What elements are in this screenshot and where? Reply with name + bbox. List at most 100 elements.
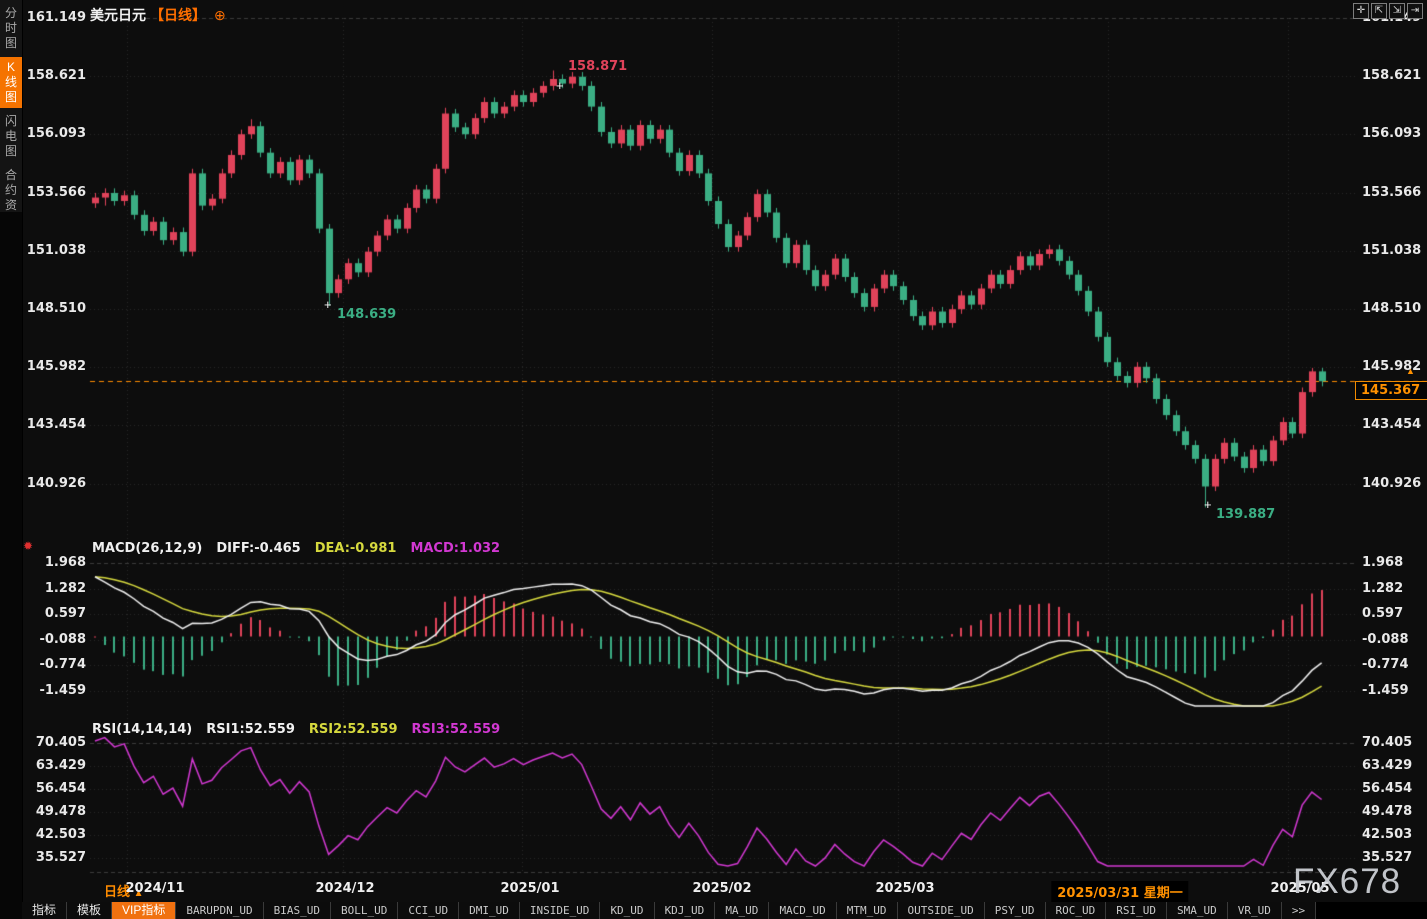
rsi1-value: RSI1:52.559 bbox=[206, 722, 295, 737]
swing-low-cross-marker: + bbox=[324, 297, 332, 312]
axis-tick-label: -0.088 bbox=[39, 631, 86, 647]
period-selector[interactable]: 日线 ▲ bbox=[104, 884, 144, 899]
swing-low-annotation: 148.639 bbox=[337, 307, 397, 322]
axis-tick-label: 56.454 bbox=[35, 780, 86, 796]
axis-tick-label: 148.510 bbox=[26, 300, 86, 316]
axis-tick-label: 70.405 bbox=[35, 735, 86, 750]
tab-RSI_UD[interactable]: RSI_UD bbox=[1106, 902, 1168, 919]
axis-tick-label: 49.478 bbox=[1362, 804, 1413, 819]
axis-tick-label: 151.038 bbox=[26, 242, 86, 258]
highlighted-date-label: 2025/03/31 星期一 bbox=[1051, 881, 1189, 902]
indicator-tab-bar: 指标 模板 VIP指标 BARUPDN_UD BIAS_UD BOLL_UD CCI_UD D… bbox=[22, 902, 1427, 919]
axis-tick-label: 143.454 bbox=[1362, 417, 1422, 433]
rsi-title: RSI(14,14,14) bbox=[92, 722, 193, 737]
time-label: 2025/03 bbox=[875, 881, 935, 896]
macd-dea-value: DEA:-0.981 bbox=[314, 541, 397, 556]
axis-tick-label: 1.282 bbox=[1362, 580, 1404, 596]
sidebar-item-time-share-chart[interactable]: 分时图 bbox=[0, 3, 22, 54]
rsi3-value: RSI3:52.559 bbox=[411, 722, 501, 737]
tab->>[interactable]: >> bbox=[1281, 902, 1317, 919]
period-badge: 【日线】 bbox=[150, 7, 206, 23]
macd-header: MACD(26,12,9) DIFF:-0.465 DEA:-0.981 MAC… bbox=[92, 541, 500, 556]
time-label: 2025/01 bbox=[500, 881, 560, 896]
tab-[interactable]: 模板 bbox=[67, 902, 113, 919]
tab-MA_UD[interactable]: MA_UD bbox=[715, 902, 770, 919]
tab-BOLL_UD[interactable]: BOLL_UD bbox=[330, 902, 399, 919]
axis-tick-label: 63.429 bbox=[1362, 758, 1413, 773]
sidebar-item-label: K线图 bbox=[4, 60, 17, 104]
rsi2-value: RSI2:52.559 bbox=[308, 722, 398, 737]
axis-tick-label: 148.510 bbox=[1362, 300, 1422, 316]
chart-title: 美元日元 【日线】 ⊕ bbox=[90, 5, 226, 25]
axis-tick-label: -0.088 bbox=[1362, 631, 1409, 647]
macd-macd-value: MACD:1.032 bbox=[410, 541, 501, 556]
macd-title: MACD(26,12,9) bbox=[92, 541, 203, 556]
tab-VIP[interactable]: VIP指标 bbox=[112, 902, 177, 919]
low-cross-marker: + bbox=[1204, 497, 1212, 512]
axis-tick-label: 42.503 bbox=[35, 826, 86, 842]
pan-tool-icon[interactable]: ✛ bbox=[1353, 3, 1369, 19]
fit-time-icon[interactable]: ⇲ bbox=[1389, 3, 1405, 19]
axis-tick-label: 140.926 bbox=[26, 475, 86, 491]
tab-SMA_UD[interactable]: SMA_UD bbox=[1167, 902, 1228, 919]
axis-tick-label: 1.968 bbox=[44, 555, 86, 570]
tab-[interactable]: 指标 bbox=[22, 902, 68, 919]
axis-tick-label: 56.454 bbox=[1362, 780, 1413, 796]
tab-ROC_UD[interactable]: ROC_UD bbox=[1045, 902, 1107, 919]
tab-MACD_UD[interactable]: MACD_UD bbox=[769, 902, 837, 919]
time-label: 2025/05 bbox=[1270, 881, 1330, 896]
axis-tick-label: 1.282 bbox=[44, 580, 86, 596]
tab-BARUPDN_UD[interactable]: BARUPDN_UD bbox=[176, 902, 264, 919]
sidebar-item-label: 闪电图 bbox=[4, 114, 17, 158]
axis-tick-label: 63.429 bbox=[35, 758, 86, 773]
time-axis: 日线 ▲ 2024/11 2024/12 2025/01 2025/02 202… bbox=[0, 874, 1427, 902]
sidebar: 分时图 K线图 闪电图 合约资料 bbox=[0, 0, 23, 919]
axis-tick-label: 161.149 bbox=[26, 10, 86, 25]
axis-tick-label: 140.926 bbox=[1362, 475, 1422, 491]
axis-tick-label: 70.405 bbox=[1362, 735, 1413, 750]
tab-BIAS_UD[interactable]: BIAS_UD bbox=[263, 902, 331, 919]
axis-tick-label: 1.968 bbox=[1362, 555, 1404, 570]
pop-out-icon[interactable]: ⇥ bbox=[1407, 3, 1423, 19]
tab-INSIDE_UD[interactable]: INSIDE_UD bbox=[519, 902, 601, 919]
time-label: 2024/12 bbox=[315, 881, 375, 896]
tab-DMI_UD[interactable]: DMI_UD bbox=[459, 902, 520, 919]
axis-tick-label: -0.774 bbox=[39, 657, 86, 673]
axis-tick-label: 0.597 bbox=[44, 606, 86, 622]
crosshair-locate-icon[interactable]: ⊕ bbox=[214, 6, 226, 23]
macd-diff-value: DIFF:-0.465 bbox=[216, 541, 301, 556]
tab-CCI_UD[interactable]: CCI_UD bbox=[398, 902, 460, 919]
tab-MTM_UD[interactable]: MTM_UD bbox=[836, 902, 898, 919]
high-cross-marker: + bbox=[556, 78, 564, 93]
axis-tick-label: -0.774 bbox=[1362, 657, 1409, 673]
axis-tick-label: 158.621 bbox=[1362, 68, 1422, 84]
tab-KD_UD[interactable]: KD_UD bbox=[600, 902, 655, 919]
axis-tick-label: 35.527 bbox=[1362, 850, 1413, 865]
indicator-settings-icon[interactable]: ✹ bbox=[23, 539, 34, 553]
tab-KDJ_UD[interactable]: KDJ_UD bbox=[654, 902, 716, 919]
fx678-watermark: FX678 bbox=[1293, 862, 1402, 901]
low-price-annotation: 139.887 bbox=[1216, 507, 1276, 522]
axis-tick-label: -1.459 bbox=[39, 683, 86, 698]
sidebar-item-flash-chart[interactable]: 闪电图 bbox=[0, 111, 22, 162]
axis-tick-label: 143.454 bbox=[26, 417, 86, 433]
axis-tick-label: 42.503 bbox=[1362, 826, 1413, 842]
axis-tick-label: 153.566 bbox=[1362, 184, 1422, 200]
rsi-header: RSI(14,14,14) RSI1:52.559 RSI2:52.559 RS… bbox=[92, 722, 500, 737]
axis-tick-label: 145.982 bbox=[26, 359, 86, 375]
symbol-name: 美元日元 bbox=[90, 7, 146, 23]
axis-tick-label: 156.093 bbox=[1362, 126, 1422, 142]
tab-VR_UD[interactable]: VR_UD bbox=[1227, 902, 1282, 919]
axis-tick-label: 49.478 bbox=[35, 804, 86, 819]
axis-tick-label: 145.982 bbox=[1362, 359, 1422, 375]
axis-tick-label: -1.459 bbox=[1362, 683, 1409, 698]
sidebar-item-kline-chart[interactable]: K线图 bbox=[0, 57, 22, 108]
high-price-annotation: 158.871 bbox=[568, 59, 628, 74]
tab-OUTSIDE_UD[interactable]: OUTSIDE_UD bbox=[897, 902, 985, 919]
chart-toolbar: ✛ ⇱ ⇲ ⇥ bbox=[1353, 3, 1423, 19]
tab-PSY_UD[interactable]: PSY_UD bbox=[984, 902, 1046, 919]
axis-tick-label: 0.597 bbox=[1362, 606, 1404, 622]
fit-price-icon[interactable]: ⇱ bbox=[1371, 3, 1387, 19]
